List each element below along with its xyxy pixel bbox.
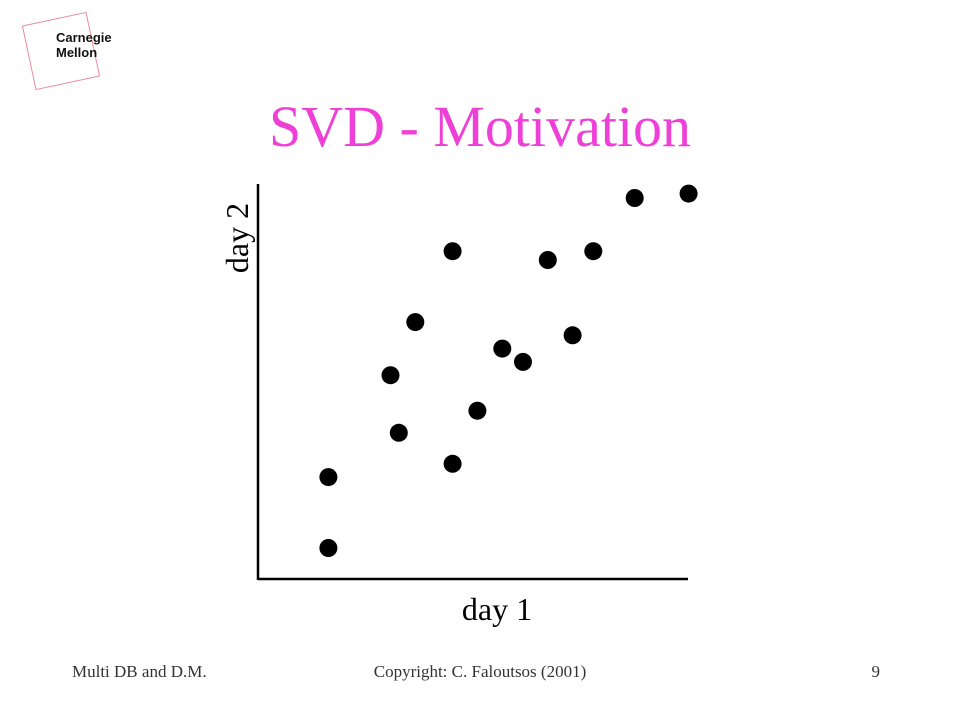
data-point: [319, 539, 338, 557]
footer-copyright: Copyright: C. Faloutsos (2001): [373, 662, 587, 681]
data-point: [319, 468, 338, 487]
data-point: [468, 401, 487, 420]
footer-course-name: Multi DB and D.M.: [72, 662, 207, 681]
logo-line-1: Carnegie: [56, 30, 112, 45]
y-axis-label: day 2: [219, 203, 255, 273]
data-point: [679, 184, 698, 203]
data-points: [319, 184, 698, 557]
data-point: [443, 454, 462, 473]
page-number: 9: [871, 662, 881, 681]
data-point: [381, 366, 400, 385]
slide-title: SVD - Motivation: [268, 94, 692, 159]
data-point: [389, 423, 408, 442]
data-point: [538, 251, 557, 269]
scatter-chart: day 1 day 2: [219, 184, 698, 627]
data-point: [443, 242, 462, 261]
data-point: [584, 242, 603, 261]
data-point: [493, 339, 512, 358]
university-logo: Carnegie Mellon: [14, 8, 134, 91]
x-axis-label: day 1: [462, 591, 532, 627]
data-point: [625, 189, 644, 207]
logo-wordmark: Carnegie Mellon: [56, 30, 112, 60]
data-point: [514, 352, 532, 371]
data-point: [563, 326, 582, 345]
logo-line-2: Mellon: [56, 45, 98, 60]
data-point: [406, 313, 425, 332]
